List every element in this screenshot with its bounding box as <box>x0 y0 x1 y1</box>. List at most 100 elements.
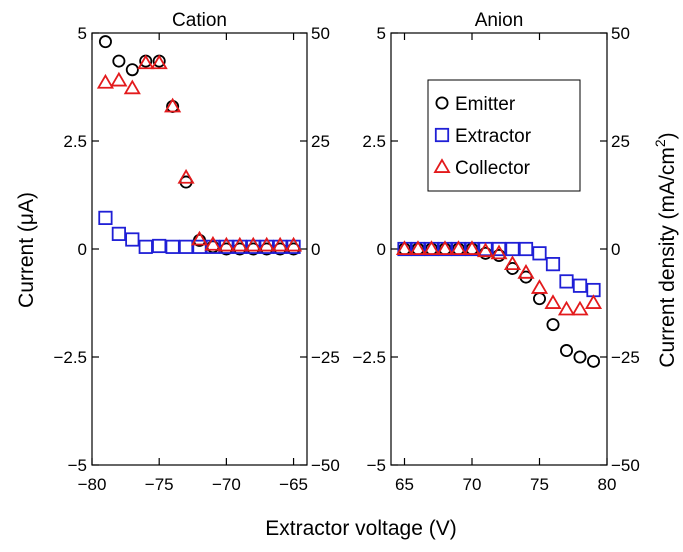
data-point-extractor <box>152 238 167 254</box>
data-point-extractor <box>518 241 534 257</box>
data-point-collector <box>476 242 495 258</box>
data-point-extractor <box>259 239 274 254</box>
y-tick-label: 2.5 <box>63 132 87 151</box>
y-axis-label-right-superscript: 2 <box>652 139 668 147</box>
data-point-emitter <box>587 354 601 368</box>
data-point-extractor <box>165 239 180 254</box>
panel-anion: Anion 65 70 75 80 −5 −2.5 0 2.5 5 −50 −25 0 25 50 Emitt… <box>352 10 639 494</box>
x-tick-label: 70 <box>463 475 482 494</box>
data-point-collector <box>190 230 209 246</box>
legend: Emitter Extractor Collector <box>427 79 581 192</box>
series-extractor <box>98 210 301 254</box>
data-point-collector <box>231 236 249 252</box>
y-tick-label: 5 <box>377 24 386 43</box>
x-tick-label: 75 <box>530 475 549 494</box>
data-point-collector <box>284 236 303 252</box>
data-point-extractor <box>125 232 140 247</box>
data-point-emitter <box>546 318 560 332</box>
y2-tick-label: 50 <box>311 24 330 43</box>
panel-cation: Cation −80 −75 −70 −65 −5 −2.5 0 2.5 5 −50 −25 0 25 50 <box>53 10 339 494</box>
legend-marker-extractor <box>434 127 450 143</box>
data-point-collector <box>137 54 155 70</box>
y2-tick-label: −25 <box>611 348 640 367</box>
y-tick-label: −2.5 <box>352 348 386 367</box>
data-point-collector <box>463 240 481 255</box>
data-point-collector <box>395 240 414 255</box>
data-point-collector <box>422 240 441 255</box>
data-point-collector <box>503 255 522 271</box>
y-axis-label-right: Current density (mA/cm2) <box>652 132 679 367</box>
y-axis-label-right-close: ) <box>656 132 679 139</box>
y-axis-label-left: Current (μA) <box>15 192 38 308</box>
series-collector <box>395 240 603 316</box>
x-tick-label: −80 <box>78 475 107 494</box>
y-tick-label: −5 <box>68 456 87 475</box>
data-point-extractor <box>192 239 207 254</box>
data-point-collector <box>490 244 508 260</box>
legend-box <box>427 79 581 192</box>
data-point-extractor <box>532 246 547 261</box>
data-point-collector <box>96 73 115 89</box>
data-point-extractor <box>572 278 588 293</box>
data-point-collector <box>258 236 276 252</box>
data-point-extractor <box>545 257 561 272</box>
data-point-collector <box>217 236 235 252</box>
y-axis-label-right-main: Current density (mA/cm <box>656 147 679 368</box>
data-point-collector <box>557 300 576 316</box>
chart-title: Anion <box>475 10 524 31</box>
x-tick-label: −75 <box>145 475 174 494</box>
data-point-collector <box>530 279 549 294</box>
data-point-extractor <box>232 239 247 254</box>
data-point-collector <box>517 263 535 279</box>
x-tick-label: −70 <box>212 475 241 494</box>
data-point-extractor <box>273 239 288 254</box>
data-point-collector <box>110 71 128 87</box>
series-emitter <box>98 35 301 256</box>
data-point-collector <box>584 294 603 309</box>
y2-tick-label: 25 <box>311 132 330 151</box>
data-point-extractor <box>178 239 194 254</box>
data-point-extractor <box>505 241 520 257</box>
y2-tick-label: −50 <box>311 456 340 475</box>
y-tick-label: −2.5 <box>53 348 87 367</box>
data-point-extractor <box>138 239 153 254</box>
data-point-extractor <box>286 239 301 254</box>
chart-panels: Cation−80 −75 −70 −65−5−2.502.55−50−2502550… <box>53 10 639 494</box>
x-tick-label: −65 <box>279 475 308 494</box>
y2-tick-label: 0 <box>311 240 320 259</box>
data-point-extractor <box>491 241 507 257</box>
data-point-emitter <box>533 292 547 306</box>
y-tick-label: 0 <box>78 240 87 259</box>
legend-marker-collector <box>433 158 451 173</box>
data-point-collector <box>544 294 562 309</box>
data-point-emitter <box>112 54 126 68</box>
x-axis-label: Extractor voltage (V) <box>265 517 456 540</box>
legend-label-extractor: Extractor <box>455 126 532 147</box>
data-point-collector <box>204 235 222 251</box>
data-point-emitter <box>125 63 139 77</box>
data-point-extractor <box>98 210 113 225</box>
data-point-emitter <box>573 350 587 364</box>
data-point-extractor <box>219 239 234 254</box>
y2-tick-label: 25 <box>611 132 630 151</box>
data-point-collector <box>123 79 141 95</box>
y2-tick-label: −50 <box>611 456 640 475</box>
y2-tick-label: −25 <box>311 348 340 367</box>
legend-label-emitter: Emitter <box>455 94 516 115</box>
data-point-extractor <box>111 226 126 241</box>
data-point-collector <box>177 168 195 184</box>
data-point-collector <box>164 97 182 113</box>
data-point-collector <box>449 240 468 255</box>
data-point-collector <box>436 240 454 255</box>
data-point-collector <box>244 236 262 252</box>
series-collector <box>96 54 303 252</box>
data-point-collector <box>409 240 427 255</box>
y2-tick-label: 50 <box>611 24 630 43</box>
y2-tick-label: 0 <box>611 240 620 259</box>
data-point-extractor <box>246 239 261 254</box>
legend-label-collector: Collector <box>455 158 531 179</box>
data-point-extractor <box>559 274 574 289</box>
y-tick-label: 5 <box>78 24 87 43</box>
data-point-collector <box>150 54 168 70</box>
